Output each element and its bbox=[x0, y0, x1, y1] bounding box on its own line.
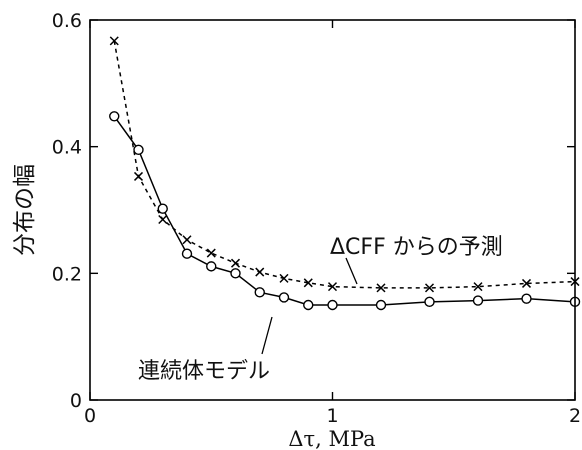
point-dcff-prediction bbox=[158, 214, 168, 225]
point-dcff-prediction bbox=[424, 283, 435, 293]
point-continuum-model bbox=[303, 299, 314, 311]
point-dcff-prediction bbox=[521, 278, 532, 288]
x-tick-label: 0 bbox=[84, 405, 96, 427]
leader-line-continuum bbox=[261, 316, 273, 355]
point-continuum-model bbox=[521, 293, 532, 304]
x-tick-label: 1 bbox=[326, 405, 338, 427]
point-dcff-prediction bbox=[206, 248, 216, 258]
point-dcff-prediction bbox=[327, 282, 338, 292]
point-continuum-model bbox=[278, 292, 290, 303]
point-continuum-model bbox=[230, 268, 241, 279]
point-dcff-prediction bbox=[279, 273, 289, 283]
point-continuum-model bbox=[206, 261, 217, 272]
point-dcff-prediction bbox=[182, 235, 192, 245]
point-continuum-model bbox=[254, 287, 265, 298]
y-tick-label: 0 bbox=[70, 390, 82, 412]
point-dcff-prediction bbox=[255, 267, 265, 277]
point-continuum-model bbox=[424, 296, 435, 308]
point-continuum-model bbox=[157, 203, 168, 214]
leader-line-dcff bbox=[345, 257, 358, 285]
series-line-continuum-model bbox=[113, 115, 576, 306]
point-dcff-prediction bbox=[230, 258, 241, 268]
x-axis-label: Δτ, MPa bbox=[288, 427, 375, 450]
point-continuum-model bbox=[109, 111, 120, 122]
y-tick-label: 0.2 bbox=[52, 263, 82, 285]
point-dcff-prediction bbox=[109, 36, 119, 46]
y-tick-label: 0.4 bbox=[52, 137, 82, 159]
y-axis-label: 分布の幅 bbox=[12, 164, 38, 256]
point-dcff-prediction bbox=[133, 171, 144, 181]
point-continuum-model bbox=[375, 299, 387, 311]
x-tick-label: 2 bbox=[569, 405, 581, 427]
point-continuum-model bbox=[472, 295, 484, 306]
point-continuum-model bbox=[133, 144, 144, 156]
point-dcff-prediction bbox=[473, 282, 483, 292]
series-label-dcff: ΔCFF からの予測 bbox=[330, 235, 503, 260]
point-continuum-model bbox=[181, 248, 193, 259]
axis-ticks: 0 1 2 0 0.2 0.4 0.6 bbox=[52, 10, 581, 427]
plot-marks bbox=[109, 36, 581, 311]
series-label-continuum: 連続体モデル bbox=[138, 359, 270, 384]
y-tick-label: 0.6 bbox=[52, 10, 82, 32]
point-dcff-prediction bbox=[303, 278, 313, 288]
point-dcff-prediction bbox=[376, 283, 386, 293]
point-continuum-model bbox=[327, 299, 338, 311]
